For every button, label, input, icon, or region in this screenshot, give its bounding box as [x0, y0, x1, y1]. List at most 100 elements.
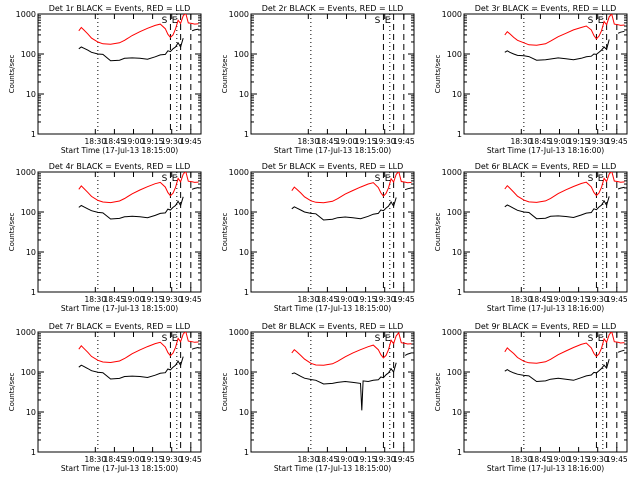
x-tick-label: 18:30: [510, 455, 532, 464]
y-tick-label: 100: [234, 50, 249, 59]
events-series-line: [617, 186, 625, 190]
marker-label: E: [385, 16, 391, 26]
x-tick-label: 19:45: [606, 295, 628, 304]
plot-frame: [250, 13, 415, 135]
marker-label: S: [162, 16, 168, 26]
panel-det-4: Det 4r BLACK = Events, RED = LLD 1 10 100 10…: [8, 162, 202, 313]
panel-det-1: Det 1r BLACK = Events, RED = LLD 1 10 100 10…: [8, 4, 202, 155]
panel-det-6: Det 6r BLACK = Events, RED = LLD 1 10 100 10…: [434, 162, 628, 313]
events-series-line: [404, 352, 412, 356]
y-axis-label: Counts/sec: [221, 373, 229, 412]
y-tick-label: 1: [457, 448, 462, 457]
marker-label: S: [162, 174, 168, 184]
y-axis-label: Counts/sec: [434, 373, 442, 412]
plot-frame: [463, 171, 628, 293]
x-tick-label: 19:00: [549, 137, 571, 146]
panel-det-7: Det 7r BLACK = Events, RED = LLD 1 10 100 10…: [8, 322, 202, 473]
y-axis-label: Counts/sec: [221, 55, 229, 94]
y-tick-label: 1: [31, 288, 36, 297]
panel-title: Det 3r BLACK = Events, RED = LLD: [475, 4, 617, 13]
x-tick-label: 18:45: [317, 295, 339, 304]
x-axis-label: Start Time (17-Jul-13 18:15:00): [61, 304, 178, 313]
x-tick-label: 19:30: [374, 137, 396, 146]
x-tick-label: 19:45: [393, 455, 415, 464]
x-tick-label: 19:45: [393, 295, 415, 304]
y-tick-label: 10: [26, 248, 36, 257]
x-tick-label: 18:30: [510, 295, 532, 304]
y-tick-label: 10: [452, 248, 462, 257]
x-tick-label: 19:30: [374, 295, 396, 304]
plot-frame: [463, 13, 628, 135]
x-tick-label: 19:00: [123, 137, 145, 146]
lld-series-line: [78, 14, 199, 45]
events-series-line: [191, 346, 199, 350]
events-series-line: [617, 349, 625, 353]
x-tick-label: 18:30: [84, 295, 106, 304]
panel-title: Det 7r BLACK = Events, RED = LLD: [49, 322, 191, 331]
y-tick-label: 100: [447, 50, 462, 59]
events-series-line: [78, 356, 184, 380]
y-tick-label: 1000: [442, 10, 462, 19]
x-tick-label: 19:30: [161, 137, 183, 146]
y-tick-label: 10: [26, 408, 36, 417]
x-tick-label: 18:45: [317, 455, 339, 464]
events-series-line: [504, 358, 610, 383]
x-tick-label: 18:45: [530, 295, 552, 304]
panel-det-2: Det 2r BLACK = Events, RED = LLD 1 10 100 10…: [221, 4, 415, 155]
plot-frame: [250, 331, 415, 453]
marker-label: E: [385, 334, 391, 344]
x-tick-label: 18:30: [84, 137, 106, 146]
marker-label: E: [172, 334, 178, 344]
x-tick-label: 18:30: [510, 137, 532, 146]
y-tick-label: 10: [26, 90, 36, 99]
marker-label: S: [375, 174, 381, 184]
x-tick-label: 19:15: [142, 137, 164, 146]
x-tick-label: 19:30: [161, 455, 183, 464]
x-tick-label: 19:00: [123, 455, 145, 464]
marker-label: S: [588, 334, 594, 344]
x-tick-label: 19:45: [606, 455, 628, 464]
y-tick-label: 1000: [16, 328, 36, 337]
y-tick-label: 100: [21, 368, 36, 377]
marker-label: S: [588, 16, 594, 26]
plot-frame: [37, 171, 202, 293]
marker-label: E: [172, 16, 178, 26]
y-tick-label: 10: [239, 408, 249, 417]
y-tick-label: 1000: [16, 10, 36, 19]
y-tick-label: 10: [452, 90, 462, 99]
events-series-line: [191, 187, 199, 190]
events-series-line: [504, 39, 610, 61]
x-axis-label: Start Time (17-Jul-13 18:15:00): [274, 146, 391, 155]
y-tick-label: 1000: [229, 168, 249, 177]
marker-label: E: [598, 334, 604, 344]
events-series-line: [404, 187, 412, 191]
y-tick-label: 100: [21, 50, 36, 59]
lld-series-line: [78, 332, 199, 364]
lld-series-line: [78, 172, 199, 204]
x-tick-label: 19:30: [587, 295, 609, 304]
panel-title: Det 6r BLACK = Events, RED = LLD: [475, 162, 617, 171]
plot-frame: [37, 13, 202, 135]
x-tick-label: 18:45: [104, 137, 126, 146]
y-tick-label: 1000: [229, 10, 249, 19]
x-axis-label: Start Time (17-Jul-13 18:16:00): [487, 304, 604, 313]
x-tick-label: 19:15: [568, 137, 590, 146]
panel-grid: Det 1r BLACK = Events, RED = LLD 1 10 100 10…: [8, 4, 628, 473]
lld-series-line: [291, 172, 412, 204]
x-tick-label: 19:00: [336, 137, 358, 146]
y-tick-label: 10: [452, 408, 462, 417]
x-tick-label: 18:30: [297, 455, 319, 464]
x-axis-label: Start Time (17-Jul-13 18:15:00): [274, 304, 391, 313]
events-series-line: [78, 196, 184, 220]
x-tick-label: 19:15: [142, 455, 164, 464]
x-tick-label: 19:45: [393, 137, 415, 146]
plot-frame: [250, 171, 415, 293]
y-tick-label: 10: [239, 248, 249, 257]
y-tick-label: 10: [239, 90, 249, 99]
y-tick-label: 1: [457, 288, 462, 297]
plot-frame: [463, 331, 628, 453]
y-tick-label: 1: [244, 448, 249, 457]
x-axis-label: Start Time (17-Jul-13 18:15:00): [61, 146, 178, 155]
marker-label: S: [375, 334, 381, 344]
